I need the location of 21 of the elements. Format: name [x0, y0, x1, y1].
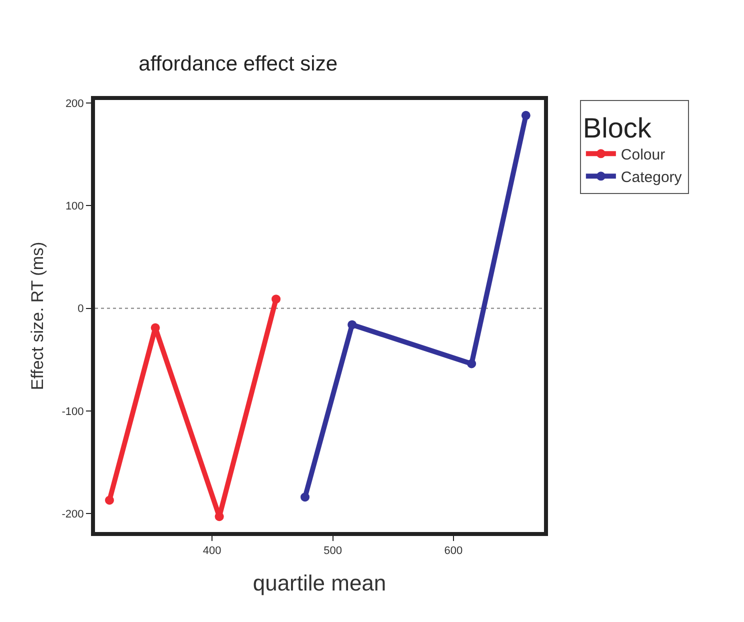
point: [348, 320, 357, 330]
point: [104, 496, 114, 505]
x-tick-label: 600: [444, 545, 463, 558]
point: [214, 512, 224, 522]
point: [272, 294, 281, 304]
y-tick-label: 200: [65, 98, 84, 110]
legend-label: Colour: [620, 146, 666, 164]
point: [300, 492, 310, 502]
legend-label: Category: [620, 169, 682, 186]
point: [467, 359, 476, 368]
chart-title: affordance effect size: [138, 52, 338, 76]
y-tick-label: -200: [62, 508, 84, 520]
y-tick-label: -100: [62, 406, 84, 418]
y-tick-label: 0: [78, 303, 84, 316]
y-tick-label: 100: [65, 200, 84, 213]
point: [521, 110, 530, 120]
legend-title: Block: [582, 112, 652, 144]
x-tick-label: 500: [324, 545, 342, 558]
x-axis-title: quartile mean: [252, 570, 386, 596]
y-axis-title: Effect size. RT (ms): [28, 242, 47, 390]
x-tick-label: 400: [202, 545, 222, 558]
